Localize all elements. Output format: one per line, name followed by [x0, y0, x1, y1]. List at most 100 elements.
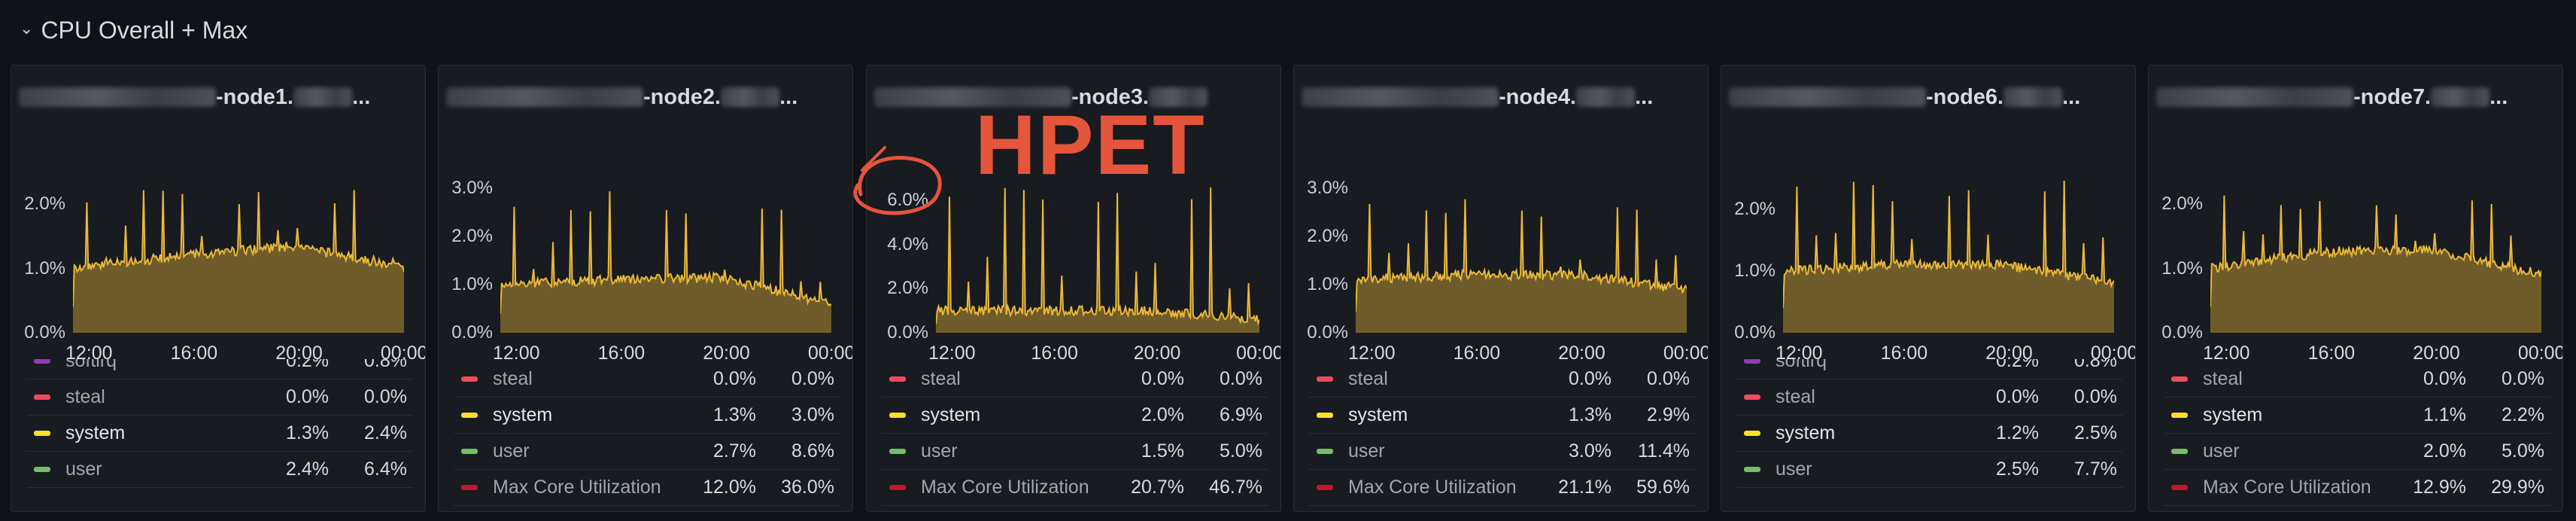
- legend-row-system[interactable]: system 1.1% 2.2%: [2164, 397, 2550, 434]
- legend-row-steal[interactable]: steal 0.0% 0.0%: [2164, 361, 2550, 398]
- panel-title[interactable]: -node3.: [874, 82, 1265, 112]
- legend-row-softirq[interactable]: softirq 0.2% 0.8%: [1736, 359, 2123, 379]
- chevron-down-icon[interactable]: ⌄: [20, 19, 34, 38]
- circle-annotation-icon: [853, 146, 942, 215]
- y-tick-label: 4.0%: [887, 233, 928, 254]
- chart-svg: [1356, 199, 1687, 333]
- x-tick-label: 00:00: [1236, 343, 1281, 364]
- legend-row-max-core-utilization[interactable]: Max Core Utilization 12.0% 36.0%: [454, 469, 840, 506]
- legend-row-system[interactable]: system 2.0% 6.9%: [882, 397, 1268, 434]
- legend-mean-value: 12.9%: [2413, 476, 2466, 498]
- panel-title[interactable]: -node7....: [2156, 82, 2547, 112]
- timeseries-chart[interactable]: [500, 178, 831, 333]
- legend-swatch-icon: [1744, 359, 1760, 364]
- legend-mean-value: 2.5%: [1996, 458, 2039, 480]
- legend-swatch-icon: [1744, 466, 1760, 472]
- legend-swatch-icon: [34, 359, 50, 364]
- x-tick-label: 00:00: [380, 343, 426, 364]
- cpu-panel-6[interactable]: -node7.... 2.0% 1.0% 0.0% 12:00 16:00 20:00 00:…: [2148, 65, 2563, 512]
- legend-row-user[interactable]: user 3.0% 11.4%: [1309, 433, 1696, 470]
- legend-mean-value: 21.1%: [1558, 476, 1612, 498]
- legend-row-steal[interactable]: steal 0.0% 0.0%: [26, 379, 413, 416]
- legend-max-value: 2.9%: [1647, 404, 1690, 425]
- legend-mean-value: 2.4%: [286, 458, 329, 480]
- cpu-panel-2[interactable]: -node2.... 3.0% 2.0% 1.0% 0.0% 12:00 16:00 20:0…: [438, 65, 853, 512]
- timeseries-chart[interactable]: [2210, 178, 2541, 333]
- legend-swatch-icon: [889, 484, 906, 490]
- cpu-panel-5[interactable]: -node6.... 2.0% 1.0% 0.0% 12:00 16:00 20:00 00:…: [1721, 65, 2136, 512]
- legend-swatch-icon: [34, 430, 50, 436]
- y-tick-label: 2.0%: [451, 225, 493, 246]
- x-tick-label: 00:00: [2090, 343, 2136, 364]
- legend-max-value: 2.5%: [2074, 422, 2117, 443]
- legend-row-softirq[interactable]: softirq 0.2% 0.8%: [26, 359, 413, 379]
- legend-mean-value: 2.0%: [1141, 404, 1184, 425]
- legend-swatch-icon: [1744, 394, 1760, 400]
- y-tick-label: 0.0%: [2161, 322, 2203, 343]
- timeseries-chart[interactable]: [936, 178, 1259, 333]
- panel-title[interactable]: -node6....: [1729, 82, 2120, 112]
- legend-row-max-core-utilization[interactable]: Max Core Utilization 21.1% 59.6%: [1309, 469, 1696, 506]
- panel-title-node: -node3.: [1071, 84, 1150, 109]
- legend-max-value: 36.0%: [781, 476, 834, 498]
- x-tick-label: 12:00: [65, 343, 113, 364]
- legend-row-user[interactable]: user 2.0% 5.0%: [2164, 433, 2550, 470]
- series-line: [73, 190, 404, 307]
- legend-swatch-icon: [2171, 484, 2188, 490]
- legend-swatch-icon: [1317, 376, 1333, 382]
- legend-row-max-core-utilization[interactable]: Max Core Utilization 20.7% 46.7%: [882, 469, 1268, 506]
- panel-title[interactable]: -node1....: [19, 82, 410, 112]
- panel-title[interactable]: -node2....: [446, 82, 837, 112]
- legend-row-system[interactable]: system 1.3% 2.9%: [1309, 397, 1696, 434]
- cpu-panel-1[interactable]: -node1.... 2.0% 1.0% 0.0% 12:00 16:00 20:00 00:…: [11, 65, 426, 512]
- legend-row-steal[interactable]: steal 0.0% 0.0%: [1309, 361, 1696, 398]
- legend-row-user[interactable]: user 2.5% 7.7%: [1736, 451, 2123, 488]
- legend-row-max-core-utilization[interactable]: Max Core Utilization 12.9% 29.9%: [2164, 469, 2550, 506]
- x-tick-label: 12:00: [493, 343, 540, 364]
- legend-mean-value: 0.2%: [286, 359, 329, 371]
- x-tick-label: 00:00: [2517, 343, 2563, 364]
- row-title: CPU Overall + Max: [41, 16, 248, 44]
- legend-row-user[interactable]: user 2.7% 8.6%: [454, 433, 840, 470]
- timeseries-chart[interactable]: [73, 178, 404, 333]
- legend-row-steal[interactable]: steal 0.0% 0.0%: [882, 361, 1268, 398]
- legend-max-value: 3.0%: [791, 404, 834, 425]
- legend-series-name: Max Core Utilization: [493, 476, 661, 498]
- cpu-panel-3[interactable]: -node3. 6.0% 4.0% 2.0% 0.0% 12:00 16:00 20:00 00…: [866, 65, 1281, 512]
- chart-svg: [73, 190, 404, 333]
- cpu-panel-4[interactable]: -node4.... 3.0% 2.0% 1.0% 0.0% 12:00 16:00 20:0…: [1293, 65, 1709, 512]
- series-area: [73, 190, 404, 333]
- legend-swatch-icon: [1317, 448, 1333, 454]
- legend-row-system[interactable]: system 1.2% 2.5%: [1736, 415, 2123, 452]
- panel-title[interactable]: -node4....: [1302, 82, 1693, 112]
- legend-row-system[interactable]: system 1.3% 3.0%: [454, 397, 840, 434]
- panel-title-node: -node1.: [216, 84, 294, 109]
- legend-mean-value: 0.0%: [1141, 367, 1184, 389]
- x-tick-label: 16:00: [1880, 343, 1928, 364]
- legend-row-system[interactable]: system 1.3% 2.4%: [26, 415, 413, 452]
- panel-title-ellipsis: ...: [352, 84, 371, 109]
- x-tick-label: 12:00: [2203, 343, 2250, 364]
- y-tick-label: 0.0%: [887, 322, 928, 343]
- redacted-hostname: [2156, 87, 2353, 107]
- legend-series-name: system: [65, 422, 126, 443]
- timeseries-chart[interactable]: [1783, 178, 2114, 333]
- legend-row-steal[interactable]: steal 0.0% 0.0%: [1736, 379, 2123, 416]
- legend-swatch-icon: [34, 466, 50, 472]
- legend-row-user[interactable]: user 2.4% 6.4%: [26, 451, 413, 488]
- legend-series-name: Max Core Utilization: [1348, 476, 1517, 498]
- y-tick-label: 2.0%: [1734, 199, 1776, 219]
- legend-table: steal 0.0% 0.0% system 1.3% 2.9% user 3.0% 11.4%…: [1294, 359, 1708, 511]
- timeseries-chart[interactable]: [1356, 178, 1687, 333]
- legend-series-name: steal: [2203, 367, 2243, 389]
- legend-swatch-icon: [2171, 412, 2188, 418]
- series-area: [2210, 195, 2541, 333]
- legend-row-user[interactable]: user 1.5% 5.0%: [882, 433, 1268, 470]
- x-tick-label: 20:00: [1558, 343, 1605, 364]
- row-header[interactable]: ⌄ CPU Overall + Max: [20, 14, 248, 47]
- legend-max-value: 5.0%: [2502, 440, 2544, 462]
- legend-row-steal[interactable]: steal 0.0% 0.0%: [454, 361, 840, 398]
- legend-swatch-icon: [889, 376, 906, 382]
- y-tick-label: 0.0%: [24, 322, 65, 343]
- y-tick-label: 2.0%: [24, 193, 65, 215]
